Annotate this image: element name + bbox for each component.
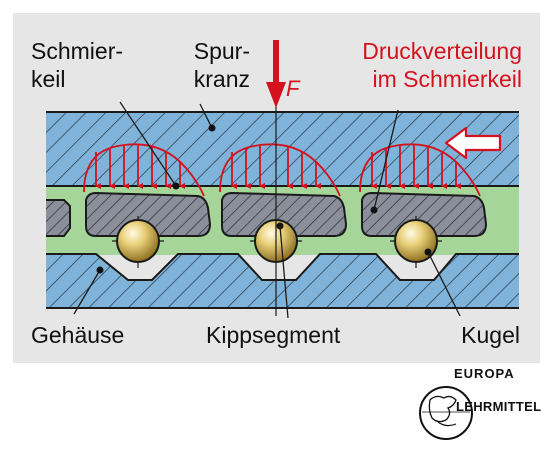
pressure-distribution [359, 143, 481, 197]
label-schmierkeil-line2: keil [31, 66, 66, 92]
label-spurkranz-line1: Spur- [193, 38, 250, 64]
ball [112, 216, 164, 268]
force-label: F [286, 76, 300, 101]
leader-lines [73, 101, 461, 319]
pressure-distribution [83, 143, 205, 197]
leader-dots [96, 124, 432, 274]
label-kugel: Kugel [461, 322, 520, 348]
label-spurkranz-line2: kranz [193, 66, 250, 92]
logo-text-lehrmittel: LEHRMITTEL [456, 399, 542, 414]
tilting-segment [221, 191, 348, 237]
tilting-segment [361, 191, 488, 237]
label-druckverteilung-line2: im Schmierkeil [372, 66, 522, 92]
pressure-distribution [219, 143, 341, 197]
tilting-segment [85, 191, 212, 237]
label-gehaeuse: Gehäuse [31, 322, 125, 348]
label-druckverteilung-line1: Druckverteilung [362, 38, 522, 64]
label-kippsegment: Kippsegment [206, 322, 341, 348]
label-schmierkeil-line1: Schmier- [31, 38, 124, 64]
publisher-logo [419, 386, 473, 440]
logo-text-europa: EUROPA [454, 366, 515, 381]
motion-arrow [444, 126, 502, 160]
